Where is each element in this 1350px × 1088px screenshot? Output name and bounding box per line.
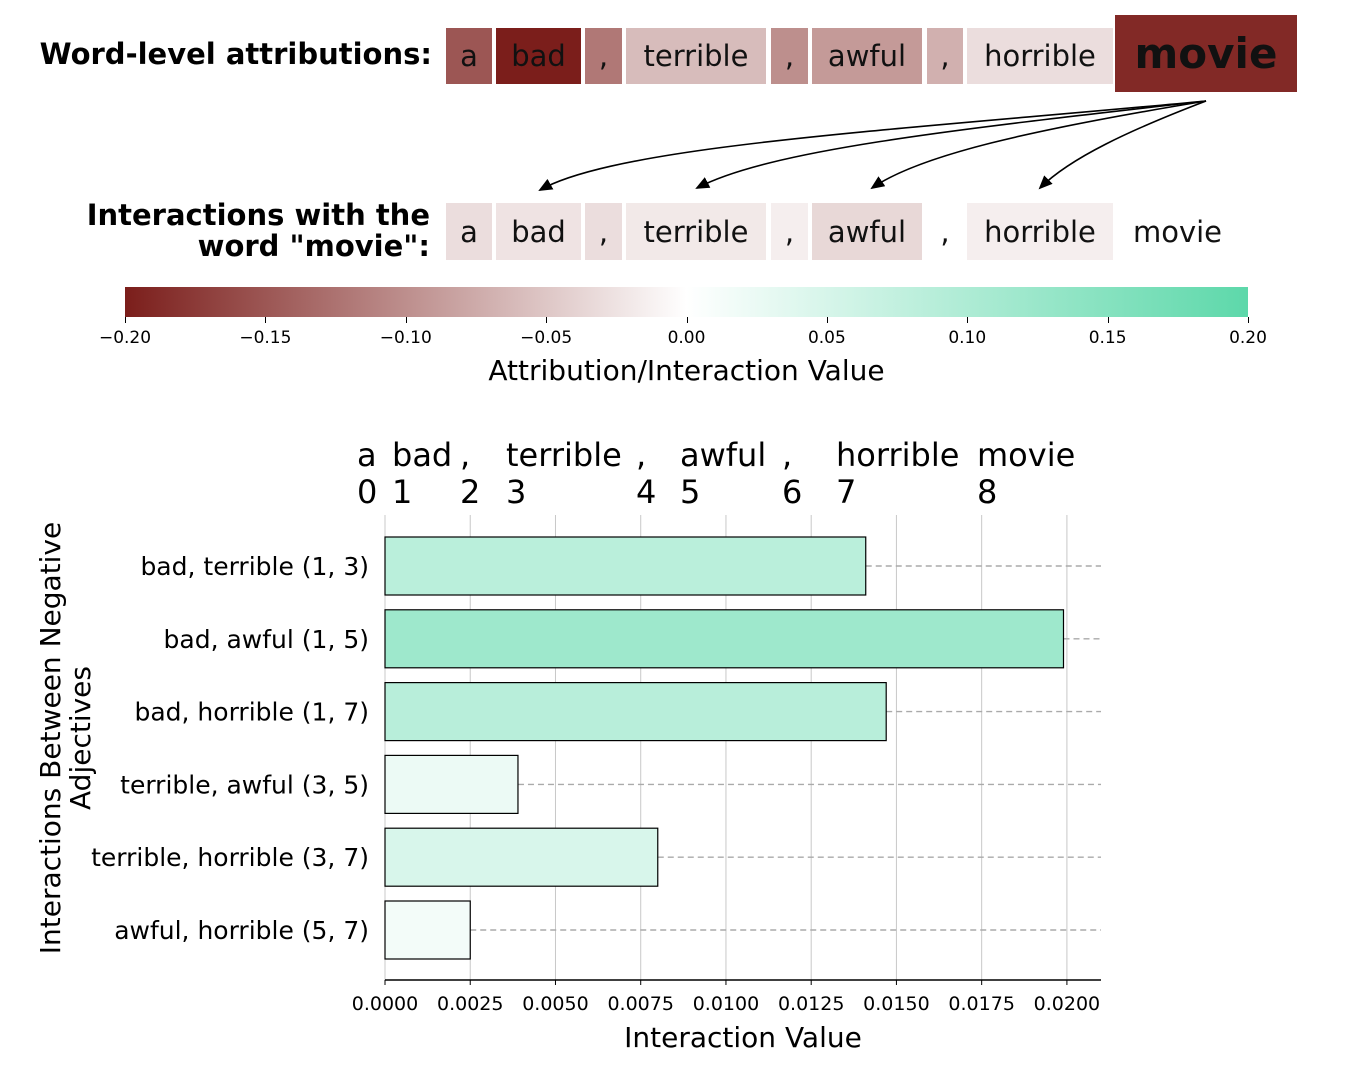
attribution-token-6: ,	[927, 28, 963, 84]
interaction-bar-chart: 0.0000 0.0025 0.0050 0.0075 0.0100 0.0125 0.01…	[34, 436, 1101, 1054]
x-tick-label: 0.0100	[693, 993, 759, 1015]
top-axis-word: movie	[977, 436, 1075, 474]
interaction-token-8: movie	[1132, 214, 1223, 249]
colorbar-tickmark	[1107, 317, 1109, 323]
colorbar-tick-label: 0.20	[1229, 328, 1267, 348]
x-tick-label: 0.0000	[352, 993, 418, 1015]
colorbar-tickmark	[967, 317, 969, 323]
colorbar-tick-label: 0.15	[1088, 328, 1127, 348]
colorbar-tickmark	[125, 317, 126, 323]
interactions-label: Interactions with the word "movie":	[20, 200, 430, 262]
attributions-label: Word-level attributions:	[39, 37, 432, 71]
x-tick-label: 0.0075	[607, 993, 673, 1015]
colorbar-tick-label: −0.15	[239, 328, 292, 348]
attribution-token-5: awful	[812, 28, 922, 84]
top-axis-word: awful	[680, 436, 766, 474]
top-axis-index: 4	[636, 473, 656, 511]
bar	[384, 682, 887, 742]
top-axis-word: a	[357, 436, 377, 474]
attribution-token-1: bad	[496, 28, 581, 84]
top-axis-index: 3	[506, 473, 526, 511]
interaction-token-2: ,	[585, 203, 622, 260]
interaction-token-0: a	[446, 203, 492, 260]
top-axis-index: 8	[977, 473, 997, 511]
top-axis-index: 2	[460, 473, 480, 511]
top-axis-word: terrible	[506, 436, 622, 474]
bar-category-label: bad, horrible (1, 7)	[134, 698, 369, 727]
colorbar-tickmark	[1248, 317, 1249, 323]
bar-category-label: awful, horrible (5, 7)	[114, 916, 369, 945]
arrow-to-terrible	[695, 100, 1207, 189]
y-axis-title-line2: Adjectives	[64, 666, 97, 810]
arrow-to-awful	[870, 100, 1207, 190]
bar	[384, 609, 1065, 669]
attribution-token-2: ,	[585, 28, 622, 84]
interactions-label-line2: word "movie":	[197, 229, 430, 263]
interaction-token-1: bad	[496, 203, 581, 260]
interaction-token-5: awful	[812, 203, 922, 260]
colorbar-tickmark	[826, 317, 828, 323]
top-axis-word: bad	[392, 436, 452, 474]
top-axis-index: 1	[392, 473, 412, 511]
bar	[384, 827, 659, 887]
bar-category-label: terrible, awful (3, 5)	[120, 770, 369, 799]
x-tick-label: 0.0175	[948, 993, 1014, 1015]
bar-category-label: terrible, horrible (3, 7)	[91, 843, 369, 872]
x-axis-title: Interaction Value	[624, 1021, 862, 1054]
top-axis-index: 7	[836, 473, 856, 511]
arrow-to-bad	[538, 100, 1207, 191]
colorbar-tick-label: 0.00	[667, 328, 706, 348]
top-axis-index: 6	[782, 473, 802, 511]
x-tick-label: 0.0200	[1034, 993, 1100, 1015]
x-tick-label: 0.0150	[863, 993, 929, 1015]
bar	[384, 536, 867, 596]
attribution-token-0: a	[446, 28, 492, 84]
top-axis-index: 0	[357, 473, 377, 511]
top-axis-index: 5	[680, 473, 700, 511]
attribution-token-3: terrible	[626, 28, 766, 84]
interaction-token-6: ,	[927, 203, 963, 260]
colorbar-tickmark	[265, 317, 267, 323]
attribution-token-8: movie	[1115, 15, 1297, 92]
colorbar-tickmark	[546, 317, 548, 323]
bar-category-label: bad, awful (1, 5)	[164, 625, 369, 654]
y-axis-title-line1: Interactions Between Negative	[34, 522, 67, 954]
colorbar-tick-label: 0.10	[948, 328, 987, 348]
interaction-token-3: terrible	[626, 203, 766, 260]
arrow-to-horrible	[1038, 100, 1207, 190]
colorbar-tick-label: −0.05	[520, 328, 573, 348]
top-axis-word: ,	[636, 436, 646, 474]
colorbar-tickmark	[686, 317, 688, 323]
interaction-arrows	[538, 100, 1207, 191]
top-axis-word: ,	[782, 436, 792, 474]
colorbar-title: Attribution/Interaction Value	[488, 354, 885, 387]
colorbar-tick-label: −0.20	[98, 328, 152, 348]
colorbar-tick-label: −0.10	[379, 328, 432, 348]
top-axis-word: horrible	[836, 436, 959, 474]
bar	[384, 900, 471, 960]
attribution-token-7: horrible	[967, 28, 1113, 84]
x-tick-label: 0.0025	[437, 993, 503, 1015]
attribution-token-4: ,	[771, 28, 808, 84]
bar	[384, 754, 519, 814]
colorbar-tick-label: 0.05	[807, 328, 846, 348]
interactions-label-line1: Interactions with the	[86, 198, 430, 232]
interaction-token-7: horrible	[967, 203, 1113, 260]
top-axis-word: ,	[460, 436, 470, 474]
colorbar-tickmark	[405, 317, 407, 323]
interaction-token-4: ,	[771, 203, 808, 260]
bar-category-label: bad, terrible (1, 3)	[140, 552, 369, 581]
x-tick-label: 0.0050	[522, 993, 588, 1015]
x-tick-label: 0.0125	[778, 993, 844, 1015]
colorbar	[125, 287, 1248, 317]
